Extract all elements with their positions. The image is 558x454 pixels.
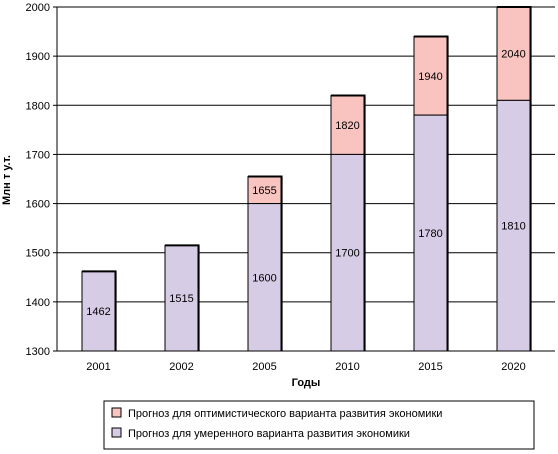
x-tick-label: 2010 [335, 361, 359, 373]
x-axis: 2001 2002 2005 2010 2015 2020 [57, 350, 555, 373]
bar-moderate-2005 [247, 203, 282, 352]
legend-swatch [111, 407, 122, 418]
x-tick-label: 2020 [501, 361, 525, 373]
legend-label: Прогноз для оптимистического варианта ра… [128, 408, 442, 420]
y-tick-label: 1900 [26, 51, 50, 63]
y-axis-title: Млн т у.т. [1, 155, 13, 205]
legend-swatch [111, 427, 122, 438]
y-tick-label: 2000 [26, 2, 50, 14]
data-label-optimistic: 2040 [501, 49, 525, 61]
legend-box [103, 400, 535, 450]
data-label-optimistic: 1655 [252, 185, 276, 197]
y-tick-label: 1800 [26, 100, 50, 112]
data-label-optimistic: 1940 [418, 71, 442, 83]
data-label-optimistic: 1820 [335, 120, 359, 132]
x-tick-label: 2015 [418, 361, 442, 373]
y-tick-label: 1500 [26, 248, 50, 260]
bar-moderate-2020 [496, 99, 531, 352]
data-label-moderate: 1700 [335, 248, 359, 260]
legend-label: Прогноз для умеренного варианта развития… [128, 428, 410, 440]
gridlines [57, 6, 555, 303]
x-tick-label: 2002 [169, 361, 193, 373]
data-label-moderate: 1600 [252, 272, 276, 284]
data-label-moderate: 1515 [169, 293, 193, 305]
data-label-moderate: 1462 [86, 306, 110, 318]
bar-optimistic-2020 [496, 6, 531, 101]
data-label-moderate: 1810 [501, 221, 525, 233]
y-tick-label: 1600 [26, 199, 50, 211]
data-label-moderate: 1780 [418, 228, 442, 240]
y-tick-label: 1700 [26, 149, 50, 161]
bar-optimistic-2010 [330, 94, 365, 155]
y-tick-label: 1300 [26, 346, 50, 358]
bar-moderate-2010 [330, 153, 365, 352]
bars: 1462 1515 1655 1600 1820 1700 1940 1780 2040 1810 [81, 6, 532, 352]
x-tick-label: 2005 [252, 361, 276, 373]
y-axis: 1300 1400 1500 1600 1700 1800 1900 2000 [26, 2, 58, 358]
legend: Прогноз для оптимистического варианта ра… [103, 400, 535, 450]
x-axis-title: Годы [292, 377, 321, 389]
y-tick-label: 1400 [26, 297, 50, 309]
x-tick-label: 2001 [86, 361, 110, 373]
